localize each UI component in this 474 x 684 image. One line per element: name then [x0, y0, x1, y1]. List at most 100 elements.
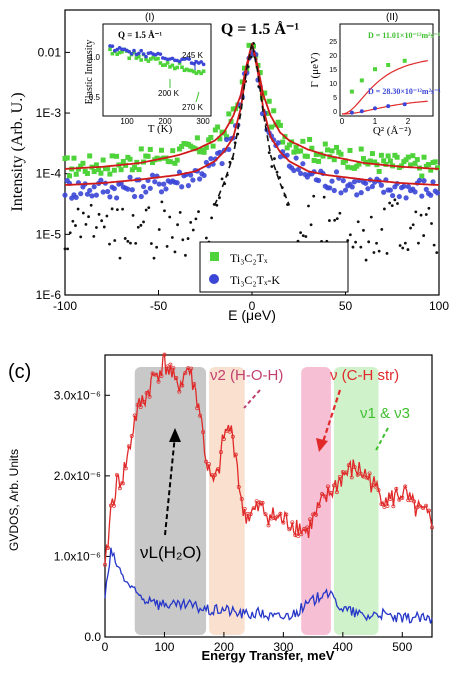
- bottom-point-red: [159, 373, 164, 378]
- top-resolution-point: [367, 240, 371, 244]
- bottom-point-red: [239, 497, 244, 501]
- top-data-point-green: [91, 169, 97, 175]
- top-data-point-green: [107, 171, 113, 177]
- bottom-panel: 0 100 200 300 400 500 0.0 1.0x10⁻⁶ 2.0x10⁻⁶ 3.0x1…: [7, 352, 434, 663]
- top-resolution-point: [354, 240, 357, 244]
- inset-I-point-blue: [139, 48, 143, 53]
- top-data-point-blue: [295, 166, 301, 173]
- top-resolution-point: [142, 220, 145, 224]
- top-data-point-blue: [277, 154, 284, 160]
- top-resolution-point: [338, 211, 342, 215]
- inset-I-point-green: [108, 47, 112, 52]
- top-data-point-blue: [226, 146, 232, 153]
- inset-I-point-green: [201, 69, 206, 74]
- top-resolution-point: [422, 234, 426, 237]
- bottom-point-red: [278, 511, 283, 516]
- top-resolution-point: [123, 237, 127, 240]
- top-resolution-point: [110, 207, 114, 211]
- top-data-point-green: [334, 144, 340, 150]
- top-data-point-green: [150, 159, 156, 165]
- top-data-point-green: [192, 146, 198, 152]
- top-resolution-point: [348, 233, 352, 237]
- top-resolution-point: [165, 244, 169, 248]
- top-data-point-green: [331, 157, 337, 163]
- inset-I-point-green: [115, 52, 119, 56]
- inset-I-point-blue: [110, 44, 115, 48]
- top-data-point-green: [347, 147, 353, 153]
- bottom-x-tick-label: 400: [333, 640, 353, 654]
- top-data-point-green: [215, 124, 221, 130]
- inset-I-point-green: [156, 56, 160, 61]
- top-data-point-green: [194, 135, 200, 141]
- top-data-point-green: [313, 151, 319, 157]
- inset-II-point-green: [386, 63, 391, 67]
- top-data-point-green: [134, 159, 140, 165]
- top-data-point-green: [284, 145, 290, 151]
- inset-II-point-blue: [402, 102, 407, 107]
- bottom-point-red: [370, 483, 375, 488]
- inset-I-point-blue: [144, 54, 148, 59]
- inset-II-point-blue: [386, 104, 391, 109]
- inset-II-point-green: [373, 67, 377, 72]
- top-resolution-point: [89, 203, 93, 207]
- bottom-point-red: [317, 504, 321, 508]
- top-resolution-point: [152, 256, 156, 260]
- inset-I-ytick: 1.0: [89, 53, 101, 62]
- inset-I-point-green: [165, 61, 170, 65]
- bottom-point-red: [430, 525, 434, 530]
- inset-I-point-green: [151, 55, 155, 60]
- top-data-point-green: [111, 167, 117, 173]
- annotation-nuCH-arrow: [320, 389, 342, 446]
- bottom-point-red: [251, 506, 256, 510]
- bottom-series-red: [104, 352, 433, 565]
- top-data-point-green: [300, 138, 306, 144]
- top-data-point-green: [387, 158, 393, 164]
- top-data-point-green: [268, 124, 274, 130]
- top-data-point-blue: [223, 136, 230, 143]
- top-resolution-point: [87, 215, 90, 219]
- top-x-tick-label: 50: [339, 299, 353, 313]
- top-resolution-point: [312, 194, 316, 198]
- annotation-nuL-arrow: [164, 434, 176, 536]
- top-resolution-point: [220, 177, 224, 181]
- annotation-nu2: ν2 (H-O-H): [210, 367, 283, 384]
- top-data-point-green: [217, 136, 223, 142]
- bottom-highlight-bands: [134, 367, 379, 635]
- top-data-point-blue: [73, 194, 79, 201]
- top-data-point-green: [100, 157, 106, 163]
- bottom-point-red: [162, 352, 167, 357]
- top-data-point-green: [239, 79, 245, 85]
- top-data-point-green: [307, 136, 313, 142]
- bottom-point-red: [141, 399, 146, 404]
- inset-I-point-green: [163, 63, 167, 67]
- bottom-point-red: [352, 465, 357, 470]
- top-data-point-green: [435, 165, 441, 171]
- top-data-point-blue: [158, 189, 165, 195]
- top-data-point-green: [426, 161, 432, 167]
- top-resolution-point: [362, 228, 365, 232]
- top-data-point-blue: [412, 189, 418, 195]
- top-x-tick-label: 0: [249, 299, 256, 313]
- inset-I-point-blue: [137, 51, 141, 56]
- bottom-point-red: [367, 471, 372, 476]
- inset-I: (I) Q = 1.5 Å⁻¹ Elastic Intensity T (K) …: [84, 12, 212, 135]
- inset-II-point-green: [349, 89, 354, 94]
- bottom-point-red: [227, 429, 232, 434]
- bottom-point-red: [299, 532, 304, 537]
- top-data-point-green: [158, 147, 164, 153]
- inset-I-point-green: [139, 58, 143, 62]
- bottom-point-red: [168, 362, 173, 367]
- top-resolution-point: [95, 226, 98, 229]
- inset-I-point-blue: [201, 62, 206, 67]
- bottom-point-red: [266, 523, 271, 528]
- top-data-point-green: [369, 151, 375, 157]
- top-data-point-blue: [351, 179, 358, 185]
- inset-II-ytick: 0: [333, 109, 337, 116]
- top-data-point-green: [114, 153, 120, 159]
- top-data-point-blue: [365, 186, 371, 192]
- top-data-point-blue: [87, 187, 93, 194]
- inset-II-x-label: Q² (Å⁻²): [373, 125, 412, 137]
- top-data-point-green: [226, 111, 232, 117]
- top-data-point-green: [304, 153, 310, 159]
- top-data-point-green: [316, 158, 322, 164]
